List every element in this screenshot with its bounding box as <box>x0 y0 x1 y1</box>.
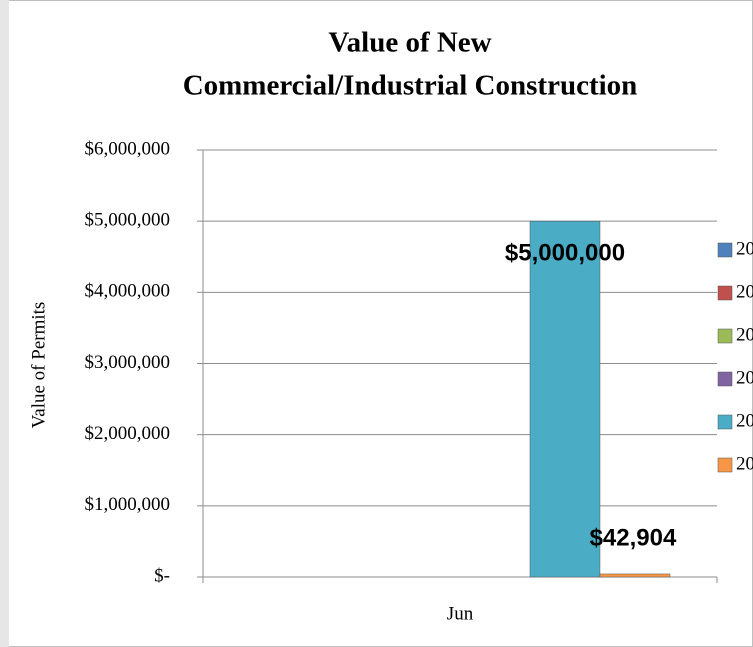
y-tick-label: $- <box>154 565 170 586</box>
legend-swatch <box>717 371 733 387</box>
y-tick-label: $1,000,000 <box>85 494 171 515</box>
legend-swatch <box>717 414 733 430</box>
legend-label: 2013 <box>736 281 753 302</box>
y-axis-title: Value of Permits <box>28 302 49 429</box>
y-tick-label: $6,000,000 <box>85 138 171 159</box>
legend-swatch <box>717 328 733 344</box>
legend-swatch <box>717 242 733 258</box>
legend-label: 2016 <box>736 410 753 431</box>
y-tick-label: $2,000,000 <box>85 423 171 444</box>
legend-label: 2015 <box>736 367 753 388</box>
bar <box>529 220 601 578</box>
chart-title: Commercial/Industrial Construction <box>183 70 638 102</box>
data-label: $5,000,000 <box>505 240 625 267</box>
data-label: $42,904 <box>590 524 677 551</box>
y-tick-label: $4,000,000 <box>85 281 171 302</box>
legend-label: 2014 <box>736 324 753 345</box>
left-edge <box>0 0 9 647</box>
x-tick-label: Jun <box>447 603 474 624</box>
legend-swatch <box>717 285 733 301</box>
y-tick-label: $5,000,000 <box>85 210 171 231</box>
bar <box>599 573 671 578</box>
y-tick-label: $3,000,000 <box>85 352 171 373</box>
legend-swatch <box>717 457 733 473</box>
chart-title: Value of New <box>328 27 491 59</box>
legend-label: 2017 <box>736 453 753 474</box>
legend-label: 2012 <box>736 238 753 259</box>
